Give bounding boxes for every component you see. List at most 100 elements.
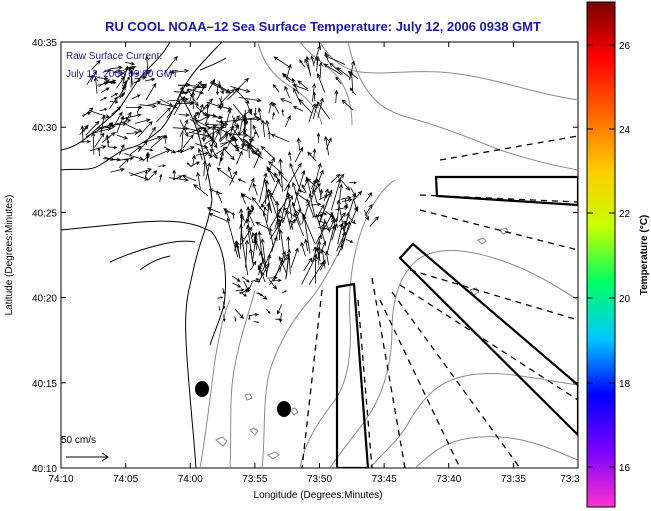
current-vector [145, 82, 157, 101]
current-vector [145, 148, 154, 152]
current-vector [107, 145, 118, 150]
current-vector [144, 170, 148, 179]
current-vector [118, 158, 130, 168]
current-vector [291, 181, 302, 214]
current-vector [215, 120, 229, 126]
vector-scale-label: 50 cm/s [61, 435, 96, 446]
current-vector [201, 127, 207, 143]
colorbar-ticks: 26 24 22 20 18 16 [587, 41, 631, 474]
current-vector [331, 223, 338, 241]
current-vector [102, 69, 111, 73]
current-vector [311, 162, 322, 194]
current-vector [318, 61, 323, 79]
current-vector [182, 134, 194, 149]
current-vector [310, 55, 315, 67]
current-vector [317, 220, 328, 225]
current-vector [268, 279, 277, 290]
current-vector [202, 160, 207, 177]
current-vector [197, 147, 203, 161]
current-vector [304, 238, 309, 252]
colorbar-tick-label: 24 [619, 125, 631, 136]
current-vector [179, 131, 184, 154]
current-vector [239, 97, 262, 103]
current-vector [282, 194, 294, 223]
current-vector [163, 55, 178, 74]
current-vector [222, 288, 225, 295]
current-vector [105, 122, 113, 129]
vector-scale-arrowhead [101, 452, 109, 462]
current-vector [328, 218, 335, 233]
current-vector [248, 177, 255, 191]
current-vector [250, 150, 264, 160]
current-vector [223, 148, 235, 161]
x-tick-label: 73:35 [501, 474, 526, 485]
current-vector [348, 216, 356, 225]
current-vector [340, 196, 352, 200]
current-vector [267, 130, 271, 139]
current-vector [352, 190, 363, 202]
current-vector [103, 156, 115, 161]
current-vector [212, 124, 230, 135]
current-vector [326, 225, 336, 255]
current-vector [255, 221, 269, 229]
current-vector [122, 116, 130, 120]
current-vector [270, 133, 289, 143]
current-vector [334, 89, 339, 104]
current-vector [317, 226, 327, 230]
current-vector [349, 181, 358, 185]
current-vector [257, 230, 264, 264]
current-vector [291, 77, 299, 94]
current-vector [90, 145, 107, 152]
legend-date: July 12, 2006 09:00 GMT [66, 69, 178, 80]
current-vector [196, 151, 210, 156]
current-vector [124, 153, 145, 161]
current-vector [229, 170, 238, 186]
x-tick-label: 73:40 [436, 474, 461, 485]
current-vector [308, 261, 324, 286]
current-vector [239, 213, 245, 250]
current-vector [310, 169, 324, 202]
current-vector [244, 239, 249, 268]
current-vector [225, 209, 231, 222]
current-vector [315, 55, 320, 66]
current-vector [299, 59, 306, 68]
current-vector [311, 82, 317, 102]
current-vector [109, 65, 123, 70]
current-vector [295, 207, 302, 222]
current-vector [233, 240, 238, 252]
current-vector [281, 73, 292, 81]
x-tick-label: 73:45 [372, 474, 397, 485]
y-tick-label: 40:20 [32, 294, 57, 305]
current-vector [340, 222, 348, 230]
current-vector [235, 288, 245, 292]
current-vector [173, 90, 186, 95]
current-vector [365, 192, 373, 203]
current-vector [353, 199, 359, 213]
current-vector [233, 145, 248, 152]
current-vector [267, 188, 280, 224]
x-tick-label: 74:00 [178, 474, 203, 485]
current-vector [252, 182, 258, 196]
current-vector [158, 164, 167, 168]
current-vector [289, 162, 302, 193]
current-vector [210, 130, 220, 147]
current-vector [315, 240, 326, 262]
current-vector [79, 124, 89, 136]
current-vector [222, 301, 226, 310]
current-vector [125, 61, 136, 66]
current-vector [148, 126, 156, 138]
current-vector [100, 97, 108, 101]
current-vector [257, 265, 263, 276]
current-vector [82, 107, 94, 118]
y-tick-label: 40:25 [32, 208, 57, 219]
current-vector [301, 201, 310, 225]
current-vector [331, 178, 342, 211]
current-vector [220, 88, 235, 103]
current-vector [213, 114, 223, 120]
current-vector [166, 97, 190, 102]
current-vector [248, 118, 253, 144]
current-vector [234, 309, 244, 319]
current-vector [169, 177, 190, 182]
current-vector [194, 119, 211, 129]
